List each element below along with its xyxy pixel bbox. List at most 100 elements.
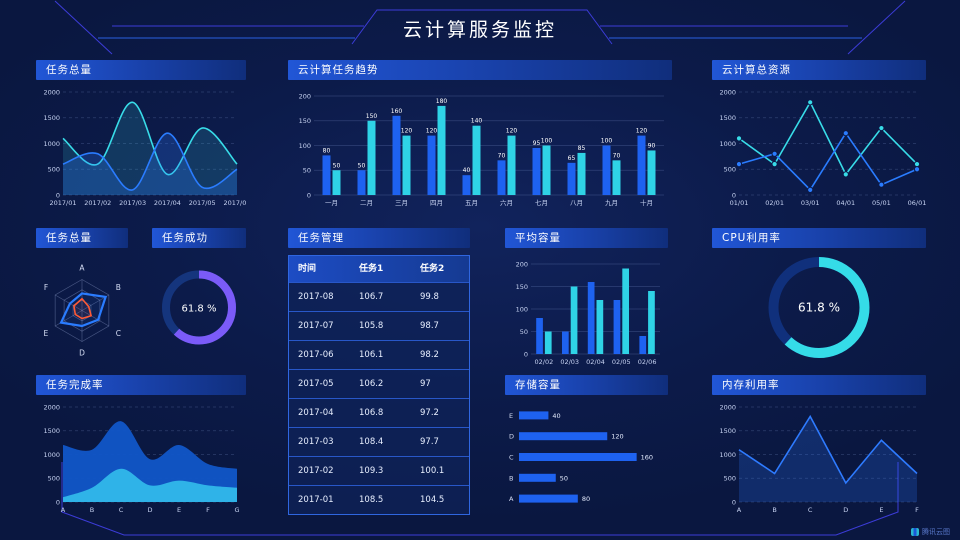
svg-text:70: 70: [613, 152, 621, 159]
svg-text:A: A: [737, 506, 742, 514]
panel-cpu-usage: CPU利用率 61.8 %: [712, 228, 926, 367]
memory-usage-line-chart[interactable]: 0 500 1000 1500 2000 A B C D E F: [712, 395, 926, 515]
task-table: 时间 任务1 任务2 2017-08 106.7 99.8 2017-07 105.8 9…: [288, 255, 470, 515]
cpu-usage-donut[interactable]: 61.8 %: [712, 248, 926, 367]
table-cell: 97.2: [420, 408, 439, 418]
panel-memory-usage: 内存利用率 0 500 1000 1500 2000 A B C D E F: [712, 375, 926, 515]
completion-rate-area-chart[interactable]: 0 500 1000 1500 2000 A B C D E F G: [36, 395, 246, 515]
panel-title-task-success: 任务成功: [152, 228, 246, 248]
svg-text:500: 500: [48, 166, 60, 174]
panel-task-radar: 任务总量 A B C D E F: [36, 228, 128, 367]
table-row[interactable]: 2017-01 108.5 104.5: [289, 485, 469, 514]
table-cell: 98.2: [420, 350, 439, 360]
table-cell: 97.7: [420, 437, 439, 447]
svg-text:D: D: [843, 506, 848, 514]
table-row[interactable]: 2017-04 106.8 97.2: [289, 398, 469, 427]
task-table-header: 时间 任务1 任务2: [289, 256, 469, 282]
page-title: 云计算服务监控: [402, 19, 557, 41]
svg-text:0: 0: [307, 191, 311, 199]
panel-task-success: 任务成功 61.8 %: [152, 228, 246, 367]
svg-text:六月: 六月: [500, 198, 513, 207]
svg-text:1000: 1000: [719, 140, 736, 148]
brand-watermark: 腾讯云图: [911, 527, 950, 537]
svg-text:140: 140: [471, 118, 483, 125]
svg-text:D: D: [79, 349, 85, 358]
svg-text:160: 160: [641, 454, 653, 462]
svg-text:02/06: 02/06: [638, 358, 657, 366]
svg-text:2017/05: 2017/05: [189, 199, 216, 207]
panel-title-task-table: 任务管理: [288, 228, 470, 248]
avg-capacity-bar-chart[interactable]: 0 50 100 150 200 02/02 02/03 02/04 02/05 02/06: [505, 248, 668, 367]
svg-text:150: 150: [299, 117, 311, 125]
svg-text:100: 100: [601, 138, 613, 145]
brand-watermark-label: 腾讯云图: [922, 528, 950, 536]
col-task2: 任务2: [420, 264, 445, 274]
svg-text:C: C: [808, 506, 813, 514]
svg-text:2017/04: 2017/04: [154, 199, 181, 207]
table-cell: 2017-01: [298, 495, 334, 505]
table-row[interactable]: 2017-06 106.1 98.2: [289, 340, 469, 369]
table-cell: 2017-06: [298, 350, 334, 360]
table-row[interactable]: 2017-02 109.3 100.1: [289, 456, 469, 485]
svg-text:D: D: [147, 506, 152, 514]
svg-text:80: 80: [582, 495, 590, 503]
table-cell: 106.8: [359, 408, 384, 418]
svg-text:0: 0: [56, 498, 60, 506]
svg-text:05/01: 05/01: [872, 199, 891, 207]
task-total-area-chart[interactable]: 0 500 1000 1500 2000 2017/01 2017/02 2017/03 201…: [36, 80, 250, 208]
panel-task-trend: 云计算任务趋势 0 50 100 150 200 一月 二月 三月 四月 五月 六月 七月 八月 九月 十月…: [288, 60, 672, 208]
svg-text:95: 95: [533, 140, 541, 147]
svg-text:500: 500: [724, 475, 736, 483]
task-trend-bar-chart[interactable]: 0 50 100 150 200 一月 二月 三月 四月 五月 六月 七月 八月 九月 十月 80 50 160 1…: [288, 80, 672, 208]
svg-text:40: 40: [552, 412, 560, 420]
svg-text:0: 0: [56, 191, 60, 199]
table-cell: 98.7: [420, 321, 439, 331]
table-row[interactable]: 2017-05 106.2 97: [289, 369, 469, 398]
svg-text:1500: 1500: [719, 114, 736, 122]
svg-text:500: 500: [724, 166, 736, 174]
table-cell: 106.7: [359, 292, 384, 302]
table-row[interactable]: 2017-08 106.7 99.8: [289, 282, 469, 311]
task-success-donut[interactable]: 61.8 %: [152, 248, 246, 367]
svg-text:G: G: [234, 506, 239, 514]
svg-text:1500: 1500: [719, 427, 736, 435]
svg-text:七月: 七月: [535, 198, 548, 207]
svg-text:180: 180: [436, 98, 448, 105]
svg-text:二月: 二月: [360, 199, 373, 207]
svg-text:90: 90: [648, 142, 656, 149]
table-row[interactable]: 2017-07 105.8 98.7: [289, 311, 469, 340]
panel-task-table: 任务管理 时间 任务1 任务2 2017-08 106.7 99.8 2017-07 1…: [288, 228, 470, 516]
svg-text:E: E: [879, 506, 883, 514]
svg-text:F: F: [206, 506, 210, 514]
total-resources-line-chart[interactable]: 0 500 1000 1500 2000 01/01 02/01 03/01 04/01 05/0…: [712, 80, 926, 208]
svg-text:100: 100: [541, 138, 553, 145]
panel-avg-capacity: 平均容量 0 50 100 150 200 02/02 02/03 02/04 02/05 02/…: [505, 228, 668, 367]
panel-storage: 存储容量 E 40 D 120 C 160 B 50 A 80: [505, 375, 668, 515]
svg-text:四月: 四月: [430, 199, 443, 207]
svg-text:120: 120: [426, 128, 438, 135]
svg-text:F: F: [915, 506, 919, 514]
svg-text:2017/06: 2017/06: [223, 199, 246, 207]
svg-text:1000: 1000: [43, 451, 60, 459]
storage-hbar-chart[interactable]: E 40 D 120 C 160 B 50 A 80: [505, 395, 668, 515]
table-cell: 108.4: [359, 437, 384, 447]
svg-text:E: E: [43, 329, 48, 338]
svg-text:E: E: [177, 506, 181, 514]
panel-title-cpu-usage: CPU利用率: [712, 228, 926, 248]
svg-text:C: C: [116, 329, 121, 338]
table-cell: 106.1: [359, 350, 384, 360]
svg-text:61.8 %: 61.8 %: [798, 301, 840, 315]
svg-text:九月: 九月: [605, 198, 618, 207]
panel-title-task-total: 任务总量: [36, 60, 246, 80]
svg-text:150: 150: [516, 283, 528, 291]
svg-text:F: F: [44, 283, 48, 292]
table-cell: 106.2: [359, 379, 384, 389]
panel-title-memory-usage: 内存利用率: [712, 375, 926, 395]
svg-text:50: 50: [358, 162, 366, 169]
table-row[interactable]: 2017-03 108.4 97.7: [289, 427, 469, 456]
table-cell: 2017-03: [298, 437, 334, 447]
task-radar-chart[interactable]: A B C D E F: [36, 248, 128, 367]
svg-text:02/02: 02/02: [535, 358, 554, 366]
svg-text:70: 70: [498, 152, 506, 159]
col-time: 时间: [298, 264, 317, 274]
